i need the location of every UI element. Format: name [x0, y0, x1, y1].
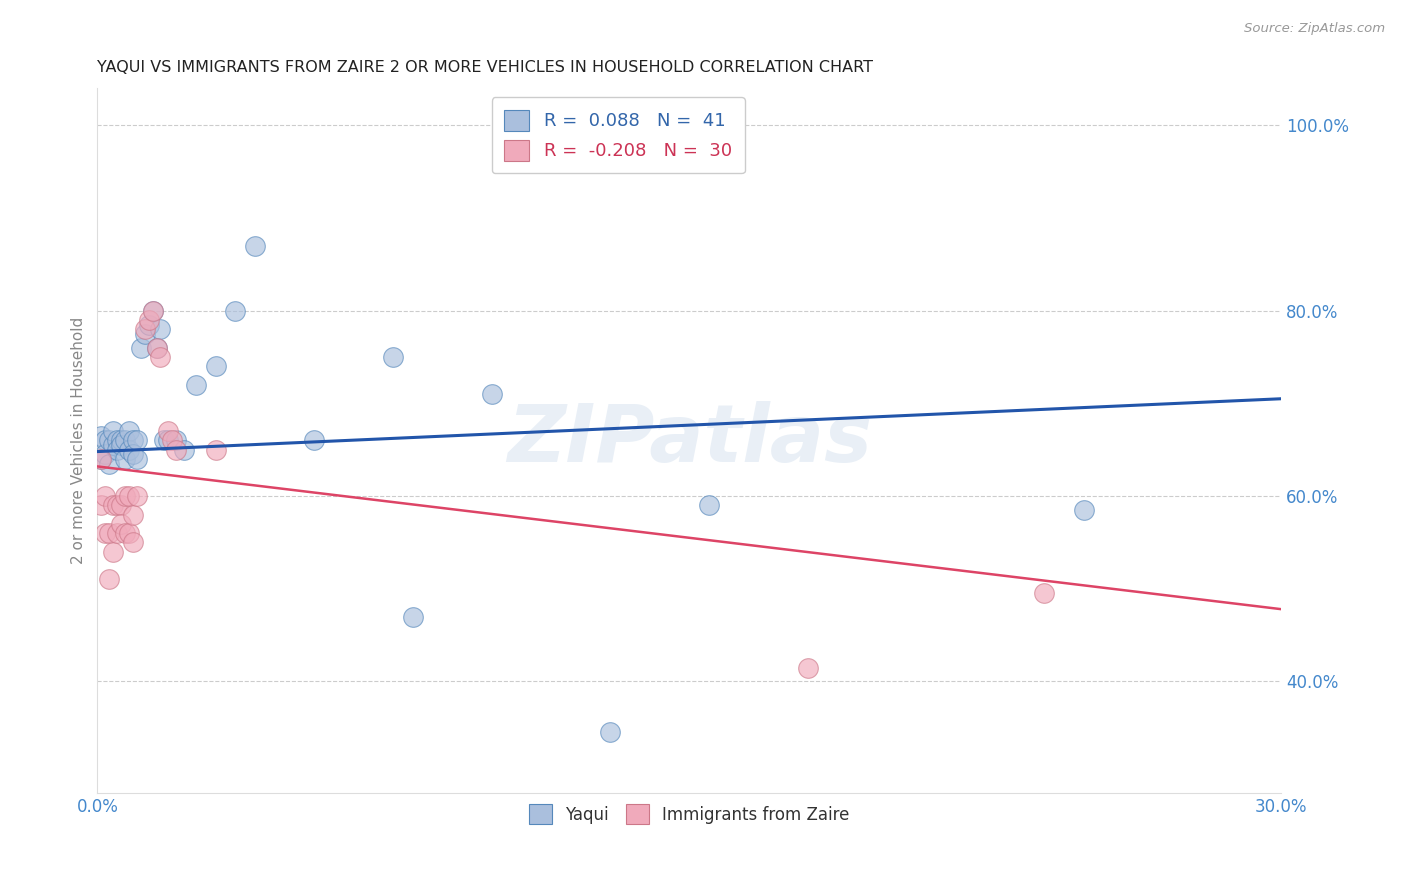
- Point: [121, 508, 143, 522]
- Point: [145, 341, 167, 355]
- Point: [204, 359, 226, 374]
- Point: [125, 452, 148, 467]
- Point: [184, 377, 207, 392]
- Point: [224, 303, 246, 318]
- Point: [90, 499, 112, 513]
- Point: [402, 609, 425, 624]
- Point: [121, 434, 143, 448]
- Point: [173, 442, 195, 457]
- Point: [149, 322, 172, 336]
- Point: [114, 434, 136, 448]
- Point: [90, 429, 112, 443]
- Point: [110, 438, 132, 452]
- Point: [105, 499, 128, 513]
- Y-axis label: 2 or more Vehicles in Household: 2 or more Vehicles in Household: [72, 317, 86, 564]
- Point: [138, 313, 160, 327]
- Point: [118, 489, 141, 503]
- Point: [105, 434, 128, 448]
- Point: [165, 434, 187, 448]
- Point: [243, 239, 266, 253]
- Point: [105, 442, 128, 457]
- Point: [98, 457, 121, 471]
- Text: ZIPatlas: ZIPatlas: [506, 401, 872, 480]
- Point: [134, 326, 156, 341]
- Point: [90, 452, 112, 467]
- Point: [121, 447, 143, 461]
- Point: [101, 544, 124, 558]
- Point: [110, 434, 132, 448]
- Point: [110, 499, 132, 513]
- Point: [481, 387, 503, 401]
- Point: [98, 573, 121, 587]
- Point: [90, 452, 112, 467]
- Point: [125, 434, 148, 448]
- Point: [118, 424, 141, 438]
- Point: [101, 438, 124, 452]
- Point: [165, 442, 187, 457]
- Point: [1033, 586, 1056, 600]
- Text: YAQUI VS IMMIGRANTS FROM ZAIRE 2 OR MORE VEHICLES IN HOUSEHOLD CORRELATION CHART: YAQUI VS IMMIGRANTS FROM ZAIRE 2 OR MORE…: [97, 60, 873, 75]
- Point: [118, 526, 141, 541]
- Point: [94, 526, 117, 541]
- Point: [101, 499, 124, 513]
- Point: [382, 350, 405, 364]
- Point: [94, 434, 117, 448]
- Point: [304, 434, 326, 448]
- Point: [162, 434, 184, 448]
- Point: [110, 516, 132, 531]
- Point: [142, 303, 165, 318]
- Point: [129, 341, 152, 355]
- Point: [1073, 503, 1095, 517]
- Point: [153, 434, 176, 448]
- Point: [142, 303, 165, 318]
- Point: [94, 447, 117, 461]
- Point: [114, 489, 136, 503]
- Point: [157, 424, 180, 438]
- Legend: Yaqui, Immigrants from Zaire: Yaqui, Immigrants from Zaire: [519, 795, 859, 834]
- Point: [134, 322, 156, 336]
- Point: [697, 499, 720, 513]
- Point: [94, 489, 117, 503]
- Point: [599, 725, 621, 739]
- Point: [118, 442, 141, 457]
- Point: [125, 489, 148, 503]
- Point: [121, 535, 143, 549]
- Point: [145, 341, 167, 355]
- Point: [149, 350, 172, 364]
- Point: [98, 434, 121, 448]
- Point: [101, 424, 124, 438]
- Point: [157, 434, 180, 448]
- Point: [105, 526, 128, 541]
- Point: [138, 318, 160, 332]
- Point: [114, 452, 136, 467]
- Point: [204, 442, 226, 457]
- Point: [114, 526, 136, 541]
- Text: Source: ZipAtlas.com: Source: ZipAtlas.com: [1244, 22, 1385, 36]
- Point: [98, 526, 121, 541]
- Point: [796, 660, 818, 674]
